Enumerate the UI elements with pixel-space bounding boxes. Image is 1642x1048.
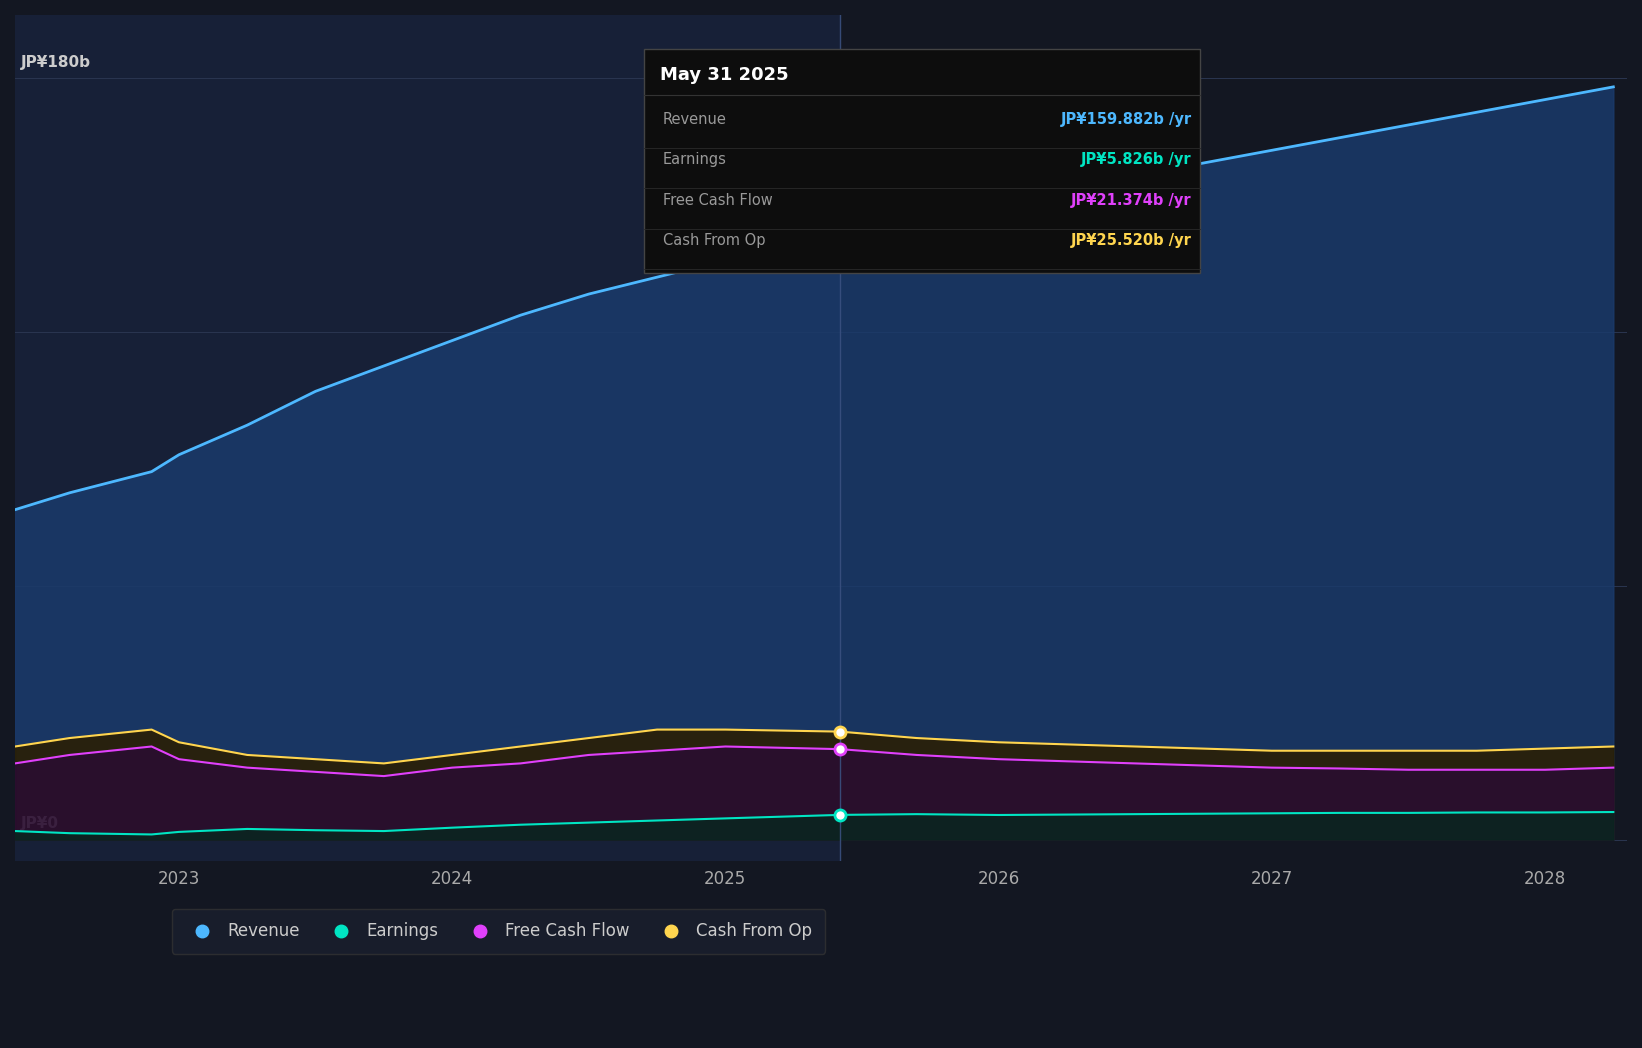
Bar bbox=[841, 15, 1627, 860]
Text: JP¥5.826b /yr: JP¥5.826b /yr bbox=[1080, 152, 1192, 168]
Legend: Revenue, Earnings, Free Cash Flow, Cash From Op: Revenue, Earnings, Free Cash Flow, Cash … bbox=[172, 909, 826, 954]
Text: JP¥0: JP¥0 bbox=[20, 816, 59, 831]
Text: Earnings: Earnings bbox=[663, 152, 727, 168]
Text: JP¥180b: JP¥180b bbox=[20, 54, 90, 70]
Text: Analysts Forecasts: Analysts Forecasts bbox=[854, 129, 1021, 147]
Bar bbox=[15, 15, 841, 860]
Text: May 31 2025: May 31 2025 bbox=[660, 66, 788, 84]
Text: Cash From Op: Cash From Op bbox=[663, 233, 765, 247]
Text: Past: Past bbox=[788, 129, 826, 147]
Text: Revenue: Revenue bbox=[663, 112, 727, 127]
Text: JP¥159.882b /yr: JP¥159.882b /yr bbox=[1061, 112, 1192, 127]
Text: JP¥25.520b /yr: JP¥25.520b /yr bbox=[1071, 233, 1192, 247]
Text: JP¥21.374b /yr: JP¥21.374b /yr bbox=[1071, 193, 1192, 208]
FancyBboxPatch shape bbox=[644, 49, 1200, 272]
Text: Free Cash Flow: Free Cash Flow bbox=[663, 193, 773, 208]
